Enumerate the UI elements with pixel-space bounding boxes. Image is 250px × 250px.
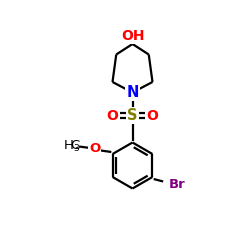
Text: H: H <box>64 139 73 152</box>
Text: N: N <box>126 85 139 100</box>
Text: O: O <box>89 142 100 156</box>
Text: S: S <box>127 108 138 123</box>
Text: C: C <box>70 139 80 152</box>
Text: OH: OH <box>121 28 144 42</box>
Text: Br: Br <box>169 178 186 191</box>
Text: 3: 3 <box>73 144 79 153</box>
Text: O: O <box>146 108 158 122</box>
Text: O: O <box>106 108 118 122</box>
